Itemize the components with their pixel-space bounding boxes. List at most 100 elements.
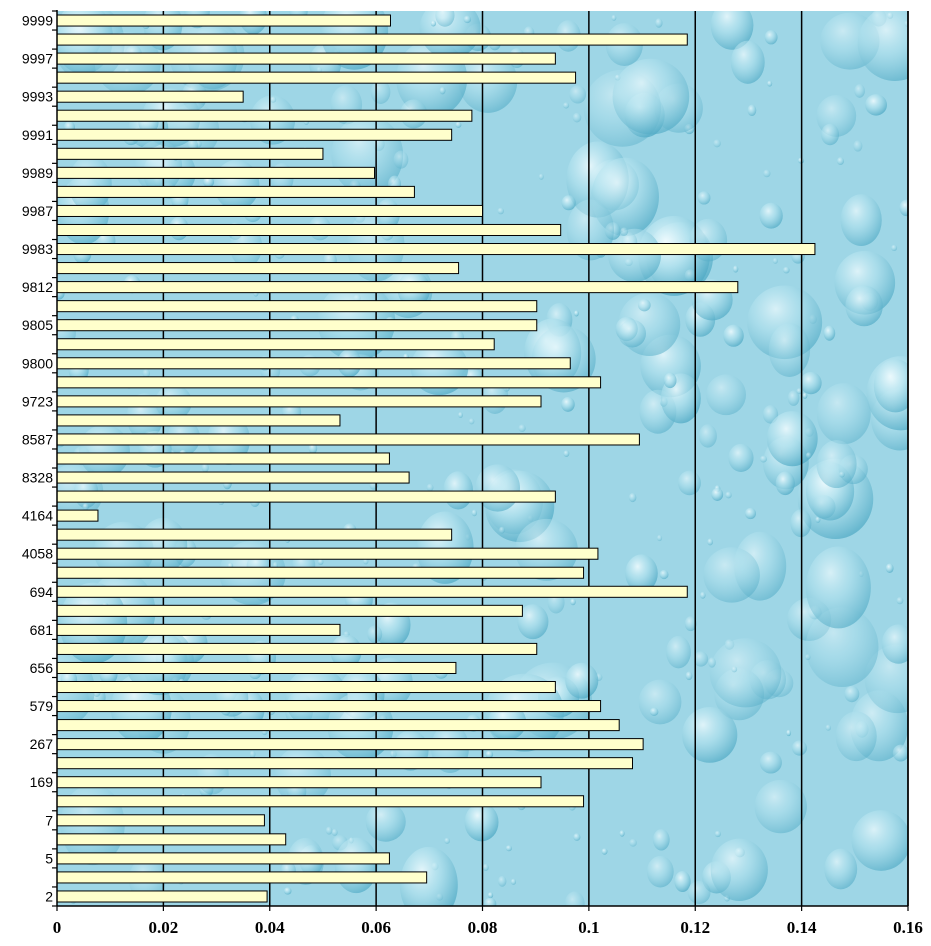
water-drop: [308, 442, 318, 454]
category-label: 169: [30, 774, 54, 790]
water-drop: [800, 371, 822, 395]
category-label: 9800: [22, 355, 53, 371]
water-drop: [682, 706, 738, 763]
water-drop: [628, 492, 637, 503]
water-drop: [805, 452, 812, 459]
water-drop: [730, 40, 765, 84]
water-drop: [655, 18, 663, 28]
water-drop: [766, 411, 818, 467]
water-drop: [629, 838, 637, 847]
water-drop: [203, 176, 215, 188]
water-drop: [802, 392, 808, 399]
water-drop: [569, 85, 587, 104]
bar: [56, 661, 457, 674]
bar: [56, 890, 268, 903]
water-drop: [851, 810, 908, 871]
x-tick-label: 0.04: [255, 918, 285, 937]
water-drop: [706, 374, 747, 416]
water-drop: [419, 11, 481, 59]
bars: [56, 14, 816, 903]
water-drop: [896, 597, 904, 605]
category-label: 9723: [22, 393, 53, 409]
water-drop: [573, 833, 581, 841]
water-drop: [714, 830, 721, 838]
x-tick-label: 0.08: [468, 918, 498, 937]
category-labels: 2 5 7 169 267 579 656 681 694 4058 4164 8328 8587 972…: [22, 13, 53, 905]
category-label: 9805: [22, 317, 53, 333]
water-drop: [562, 102, 570, 109]
water-drop: [710, 838, 768, 901]
water-drop: [768, 323, 811, 377]
water-drop: [684, 616, 697, 632]
water-drop: [426, 483, 434, 492]
water-drop: [620, 227, 629, 236]
category-label: 8587: [22, 431, 53, 447]
water-drop: [805, 607, 879, 688]
water-drop: [775, 471, 795, 496]
bar: [56, 814, 265, 827]
bar: [56, 338, 495, 351]
water-drop: [485, 750, 494, 759]
water-drop: [731, 666, 738, 673]
bar: [56, 642, 538, 655]
bar: [56, 509, 99, 522]
x-tick-label: 0: [53, 918, 62, 937]
water-drop: [458, 412, 463, 419]
water-drop: [649, 707, 659, 716]
water-drop: [618, 319, 647, 348]
category-label: 9989: [22, 165, 53, 181]
water-drop: [805, 546, 871, 629]
water-drop: [759, 751, 782, 774]
bar: [56, 109, 473, 122]
water-drop: [764, 30, 778, 45]
bar: [56, 243, 816, 256]
water-drop: [693, 651, 709, 667]
water-drop: [677, 470, 701, 496]
bar: [56, 585, 688, 598]
water-drop: [570, 598, 576, 606]
bar: [56, 852, 390, 865]
water-drop: [709, 638, 782, 708]
water-drop: [455, 121, 462, 128]
water-drop: [815, 516, 821, 523]
bar: [56, 623, 341, 636]
bar: [56, 680, 556, 694]
bar: [56, 471, 410, 484]
water-drop: [824, 848, 858, 890]
water-drop: [497, 875, 507, 887]
water-drop: [892, 744, 908, 762]
water-drop: [638, 679, 682, 725]
bar: [56, 776, 542, 789]
water-drop: [283, 887, 292, 895]
water-drop: [873, 359, 908, 413]
water-drop: [444, 837, 450, 844]
water-drop: [697, 191, 711, 205]
water-drop: [393, 150, 409, 169]
water-drop: [365, 802, 406, 842]
category-label: 267: [30, 736, 54, 752]
bar: [56, 185, 415, 198]
water-drop: [487, 892, 494, 899]
water-drop: [399, 846, 458, 906]
bar: [56, 738, 644, 751]
water-drop: [317, 558, 324, 565]
water-drop: [816, 440, 857, 489]
water-drop: [78, 424, 130, 478]
water-drop: [708, 657, 716, 668]
water-drop: [857, 11, 908, 81]
x-tick-label: 0.12: [680, 918, 710, 937]
bar: [56, 414, 341, 427]
bar: [56, 566, 585, 579]
water-drop: [747, 104, 757, 117]
water-drop: [249, 750, 256, 759]
x-tick-label: 0.1: [578, 918, 599, 937]
water-drop: [767, 80, 773, 87]
x-tick-labels: 0 0.02 0.04 0.06 0.08 0.1 0.12 0.14 0.16: [53, 918, 923, 937]
water-drop: [836, 157, 845, 166]
water-drop: [430, 20, 437, 27]
water-drop: [744, 507, 757, 520]
bar: [56, 376, 602, 389]
water-drop: [334, 837, 378, 894]
bar: [56, 128, 453, 141]
water-drop: [659, 569, 669, 580]
